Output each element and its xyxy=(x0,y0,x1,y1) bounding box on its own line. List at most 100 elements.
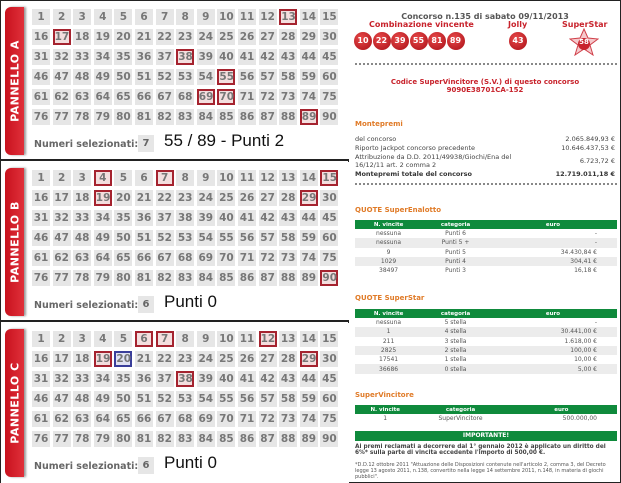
number-cell[interactable]: 6 xyxy=(135,9,153,25)
number-cell[interactable]: 25 xyxy=(217,190,236,206)
number-cell[interactable]: 27 xyxy=(258,190,277,206)
number-cell[interactable]: 61 xyxy=(32,89,50,105)
number-cell[interactable]: 30 xyxy=(320,190,339,206)
number-cell[interactable]: 65 xyxy=(114,250,133,266)
number-cell[interactable]: 54 xyxy=(196,69,215,85)
number-cell[interactable]: 11 xyxy=(238,170,256,186)
number-cell[interactable]: 62 xyxy=(52,411,71,427)
number-cell[interactable]: 77 xyxy=(52,431,71,447)
number-cell[interactable]: 20 xyxy=(114,29,133,45)
number-cell[interactable]: 75 xyxy=(320,250,339,266)
number-cell[interactable]: 84 xyxy=(196,431,215,447)
number-cell[interactable]: 36 xyxy=(135,49,153,65)
number-cell[interactable]: 63 xyxy=(73,411,92,427)
number-cell[interactable]: 5 xyxy=(114,331,133,347)
number-cell[interactable]: 1 xyxy=(32,331,50,347)
number-cell[interactable]: 68 xyxy=(176,411,195,427)
number-cell[interactable]: 49 xyxy=(93,391,112,407)
number-cell[interactable]: 52 xyxy=(155,391,174,407)
number-cell[interactable]: 13 xyxy=(279,9,298,25)
number-cell[interactable]: 75 xyxy=(320,89,339,105)
number-cell[interactable]: 67 xyxy=(155,411,174,427)
number-cell[interactable]: 53 xyxy=(176,391,195,407)
number-cell[interactable]: 80 xyxy=(114,431,133,447)
number-cell[interactable]: 87 xyxy=(258,109,277,125)
number-cell[interactable]: 53 xyxy=(176,230,195,246)
number-cell[interactable]: 5 xyxy=(114,9,133,25)
number-cell[interactable]: 62 xyxy=(52,89,71,105)
number-cell[interactable]: 30 xyxy=(320,29,339,45)
number-cell[interactable]: 31 xyxy=(32,210,50,226)
number-cell[interactable]: 36 xyxy=(135,371,153,387)
number-cell[interactable]: 24 xyxy=(196,351,215,367)
number-cell[interactable]: 90 xyxy=(320,270,339,286)
number-cell[interactable]: 4 xyxy=(93,170,112,186)
number-cell[interactable]: 89 xyxy=(299,109,318,125)
number-cell[interactable]: 82 xyxy=(155,270,174,286)
number-cell[interactable]: 38 xyxy=(176,210,195,226)
number-cell[interactable]: 26 xyxy=(238,351,256,367)
number-cell[interactable]: 22 xyxy=(155,190,174,206)
number-cell[interactable]: 19 xyxy=(93,29,112,45)
number-cell[interactable]: 34 xyxy=(93,371,112,387)
number-cell[interactable]: 57 xyxy=(258,69,277,85)
number-cell[interactable]: 46 xyxy=(32,69,50,85)
number-cell[interactable]: 41 xyxy=(238,49,256,65)
number-cell[interactable]: 10 xyxy=(217,331,236,347)
number-cell[interactable]: 50 xyxy=(114,391,133,407)
number-cell[interactable]: 37 xyxy=(155,49,174,65)
number-cell[interactable]: 74 xyxy=(299,89,318,105)
number-cell[interactable]: 2 xyxy=(52,331,71,347)
number-cell[interactable]: 75 xyxy=(320,411,339,427)
panel-tab[interactable]: PANNELLO B xyxy=(5,168,24,316)
number-cell[interactable]: 52 xyxy=(155,69,174,85)
number-cell[interactable]: 43 xyxy=(279,371,298,387)
number-cell[interactable]: 86 xyxy=(238,270,256,286)
number-cell[interactable]: 65 xyxy=(114,89,133,105)
number-cell[interactable]: 22 xyxy=(155,351,174,367)
number-cell[interactable]: 90 xyxy=(320,431,339,447)
number-cell[interactable]: 56 xyxy=(238,391,256,407)
number-cell[interactable]: 55 xyxy=(217,69,236,85)
number-cell[interactable]: 57 xyxy=(258,230,277,246)
number-cell[interactable]: 74 xyxy=(299,250,318,266)
number-cell[interactable]: 83 xyxy=(176,109,195,125)
number-cell[interactable]: 35 xyxy=(114,49,133,65)
number-cell[interactable]: 40 xyxy=(217,371,236,387)
number-cell[interactable]: 79 xyxy=(93,109,112,125)
number-cell[interactable]: 42 xyxy=(258,210,277,226)
number-cell[interactable]: 72 xyxy=(258,250,277,266)
number-cell[interactable]: 76 xyxy=(32,109,50,125)
number-cell[interactable]: 66 xyxy=(135,411,153,427)
number-cell[interactable]: 7 xyxy=(155,170,174,186)
number-cell[interactable]: 48 xyxy=(73,230,92,246)
number-cell[interactable]: 29 xyxy=(299,190,318,206)
number-cell[interactable]: 29 xyxy=(299,29,318,45)
number-cell[interactable]: 79 xyxy=(93,431,112,447)
number-cell[interactable]: 20 xyxy=(114,190,133,206)
number-cell[interactable]: 5 xyxy=(114,170,133,186)
number-cell[interactable]: 73 xyxy=(279,89,298,105)
number-cell[interactable]: 44 xyxy=(299,371,318,387)
number-cell[interactable]: 83 xyxy=(176,270,195,286)
number-cell[interactable]: 16 xyxy=(32,351,50,367)
number-cell[interactable]: 36 xyxy=(135,210,153,226)
number-cell[interactable]: 48 xyxy=(73,391,92,407)
number-cell[interactable]: 72 xyxy=(258,411,277,427)
number-cell[interactable]: 81 xyxy=(135,109,153,125)
number-cell[interactable]: 46 xyxy=(32,391,50,407)
number-cell[interactable]: 44 xyxy=(299,49,318,65)
number-cell[interactable]: 26 xyxy=(238,190,256,206)
number-cell[interactable]: 67 xyxy=(155,250,174,266)
number-cell[interactable]: 78 xyxy=(73,270,92,286)
number-cell[interactable]: 42 xyxy=(258,371,277,387)
number-cell[interactable]: 4 xyxy=(93,9,112,25)
number-cell[interactable]: 64 xyxy=(93,411,112,427)
number-cell[interactable]: 9 xyxy=(196,9,215,25)
number-cell[interactable]: 76 xyxy=(32,270,50,286)
number-cell[interactable]: 51 xyxy=(135,69,153,85)
number-cell[interactable]: 58 xyxy=(279,69,298,85)
number-cell[interactable]: 68 xyxy=(176,250,195,266)
number-cell[interactable]: 38 xyxy=(176,49,195,65)
number-cell[interactable]: 82 xyxy=(155,109,174,125)
